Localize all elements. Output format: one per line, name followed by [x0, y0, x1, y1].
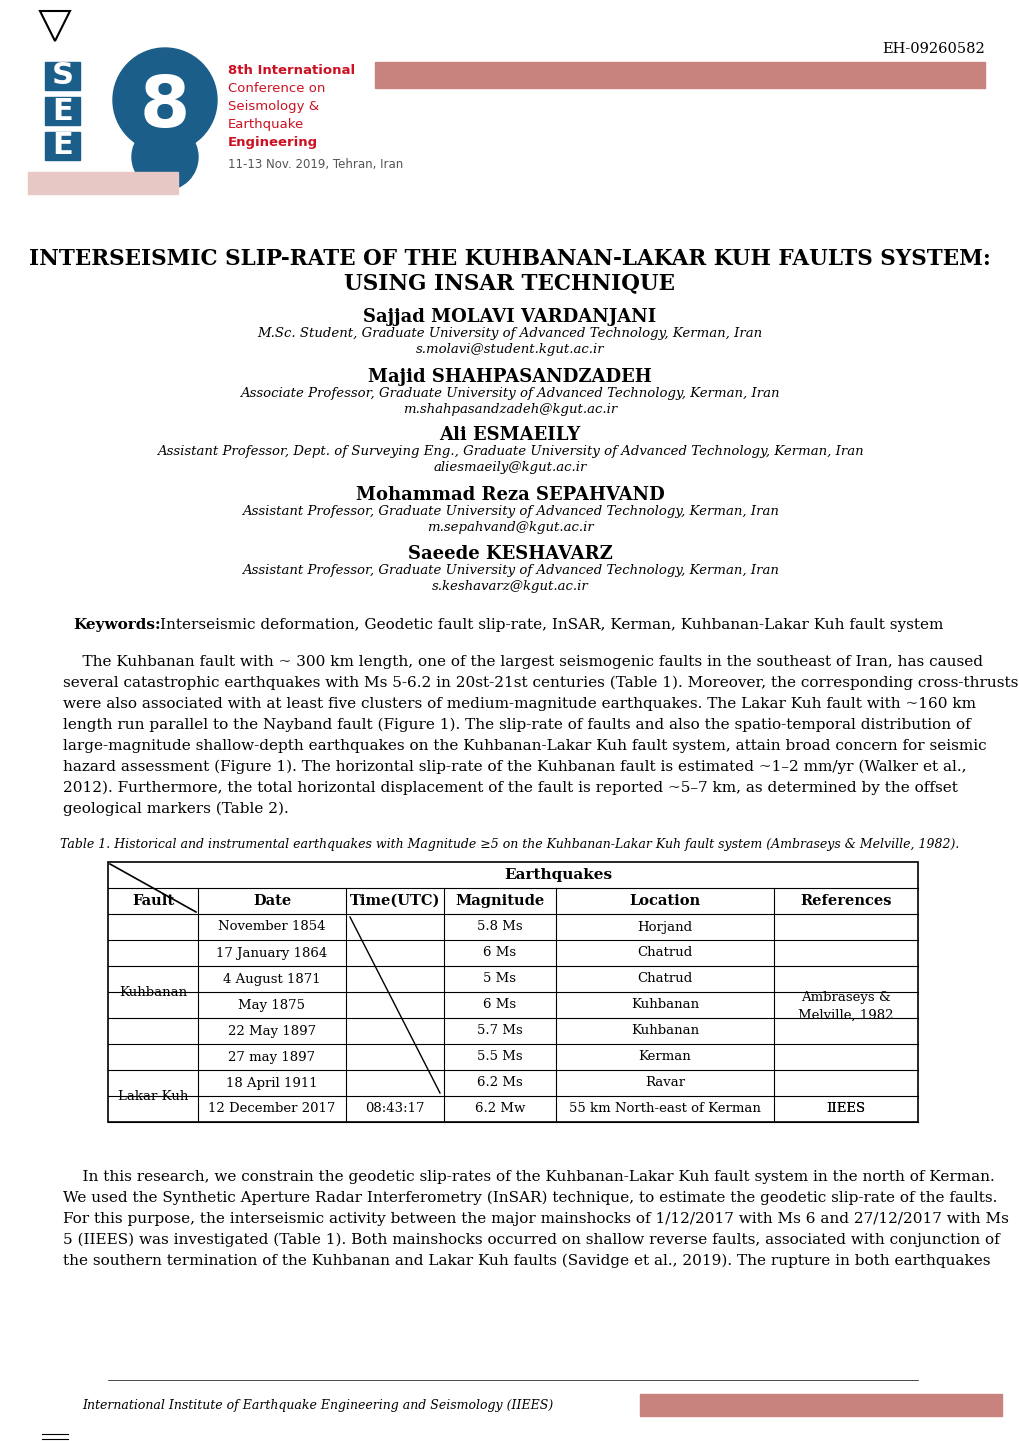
- Text: Keywords:: Keywords:: [73, 618, 160, 633]
- Text: INTERSEISMIC SLIP-RATE OF THE KUHBANAN-LAKAR KUH FAULTS SYSTEM:: INTERSEISMIC SLIP-RATE OF THE KUHBANAN-L…: [29, 248, 990, 269]
- Text: Kerman: Kerman: [638, 1050, 691, 1063]
- Text: Time(UTC): Time(UTC): [350, 893, 440, 908]
- Text: 27 may 1897: 27 may 1897: [228, 1050, 315, 1063]
- Text: 11-13 Nov. 2019, Tehran, Iran: 11-13 Nov. 2019, Tehran, Iran: [228, 159, 403, 171]
- Text: Associate Professor, Graduate University of Advanced Technology, Kerman, Iran: Associate Professor, Graduate University…: [240, 388, 779, 401]
- Bar: [45, 62, 79, 89]
- Text: 22 May 1897: 22 May 1897: [227, 1025, 316, 1038]
- Text: Mohammad Reza SEPAHVAND: Mohammad Reza SEPAHVAND: [356, 486, 663, 504]
- Text: IIEES: IIEES: [825, 1102, 865, 1115]
- Text: Kuhbanan: Kuhbanan: [119, 986, 186, 999]
- Text: Interseismic deformation, Geodetic fault slip-rate, InSAR, Kerman, Kuhbanan-Laka: Interseismic deformation, Geodetic fault…: [160, 618, 943, 633]
- Text: 2012). Furthermore, the total horizontal displacement of the fault is reported ~: 2012). Furthermore, the total horizontal…: [63, 781, 957, 795]
- Text: 5.7 Ms: 5.7 Ms: [477, 1025, 523, 1038]
- Text: Seismology &: Seismology &: [228, 99, 319, 112]
- Text: May 1875: May 1875: [238, 999, 306, 1012]
- Text: 6 Ms: 6 Ms: [483, 947, 516, 960]
- Text: Ambraseys &: Ambraseys &: [800, 991, 890, 1004]
- Text: Ali ESMAEILY: Ali ESMAEILY: [439, 427, 580, 444]
- Text: Fault: Fault: [131, 893, 174, 908]
- Text: m.sepahvand@kgut.ac.ir: m.sepahvand@kgut.ac.ir: [426, 522, 593, 535]
- Bar: [108, 862, 917, 1123]
- Text: Horjand: Horjand: [637, 921, 692, 934]
- Text: 55 km North-east of Kerman: 55 km North-east of Kerman: [569, 1102, 760, 1115]
- Text: 5 Ms: 5 Ms: [483, 973, 516, 986]
- Text: S: S: [52, 62, 74, 91]
- Text: November 1854: November 1854: [218, 921, 325, 934]
- Text: Assistant Professor, Graduate University of Advanced Technology, Kerman, Iran: Assistant Professor, Graduate University…: [242, 504, 777, 517]
- Text: The Kuhbanan fault with ~ 300 km length, one of the largest seismogenic faults i: The Kuhbanan fault with ~ 300 km length,…: [63, 656, 982, 669]
- Text: large-magnitude shallow-depth earthquakes on the Kuhbanan-Lakar Kuh fault system: large-magnitude shallow-depth earthquake…: [63, 739, 985, 754]
- Text: Sajjad MOLAVI VARDANJANI: Sajjad MOLAVI VARDANJANI: [363, 308, 656, 326]
- Text: 6.2 Ms: 6.2 Ms: [477, 1076, 523, 1089]
- Text: 5 (IIEES) was investigated (Table 1). Both mainshocks occurred on shallow revers: 5 (IIEES) was investigated (Table 1). Bo…: [63, 1233, 999, 1248]
- Bar: [375, 62, 984, 88]
- Text: 5.5 Ms: 5.5 Ms: [477, 1050, 523, 1063]
- Text: Date: Date: [253, 893, 290, 908]
- Bar: [45, 97, 79, 125]
- Text: USING INSAR TECHNIQUE: USING INSAR TECHNIQUE: [344, 272, 675, 294]
- Text: Ravar: Ravar: [644, 1076, 685, 1089]
- Text: 5.8 Ms: 5.8 Ms: [477, 921, 523, 934]
- Text: Conference on: Conference on: [228, 82, 325, 95]
- Text: 08:43:17: 08:43:17: [365, 1102, 424, 1115]
- Text: 6.2 Mw: 6.2 Mw: [475, 1102, 525, 1115]
- Text: Magnitude: Magnitude: [454, 893, 544, 908]
- Text: 6 Ms: 6 Ms: [483, 999, 516, 1012]
- Text: IIEES: IIEES: [825, 1102, 865, 1115]
- Text: E: E: [53, 131, 73, 160]
- Text: m.shahpasandzadeh@kgut.ac.ir: m.shahpasandzadeh@kgut.ac.ir: [403, 403, 616, 416]
- Text: 17 January 1864: 17 January 1864: [216, 947, 327, 960]
- Text: aliesmaeily@kgut.ac.ir: aliesmaeily@kgut.ac.ir: [433, 461, 586, 474]
- Text: Majid SHAHPASANDZADEH: Majid SHAHPASANDZADEH: [368, 367, 651, 386]
- Text: Chatrud: Chatrud: [637, 947, 692, 960]
- Text: Assistant Professor, Dept. of Surveying Eng., Graduate University of Advanced Te: Assistant Professor, Dept. of Surveying …: [157, 445, 862, 458]
- Text: 12 December 2017: 12 December 2017: [208, 1102, 335, 1115]
- Text: Kuhbanan: Kuhbanan: [631, 999, 698, 1012]
- Text: Saeede KESHAVARZ: Saeede KESHAVARZ: [408, 545, 611, 563]
- Text: M.Sc. Student, Graduate University of Advanced Technology, Kerman, Iran: M.Sc. Student, Graduate University of Ad…: [257, 327, 762, 340]
- Text: Earthquakes: Earthquakes: [503, 867, 611, 882]
- Text: Melville, 1982: Melville, 1982: [798, 1009, 893, 1022]
- Text: were also associated with at least five clusters of medium-magnitude earthquakes: were also associated with at least five …: [63, 697, 975, 710]
- Text: the southern termination of the Kuhbanan and Lakar Kuh faults (Savidge et al., 2: the southern termination of the Kuhbanan…: [63, 1254, 989, 1268]
- Text: For this purpose, the interseismic activity between the major mainshocks of 1/12: For this purpose, the interseismic activ…: [63, 1212, 1008, 1226]
- Text: Earthquake: Earthquake: [228, 118, 304, 131]
- Text: 4 August 1871: 4 August 1871: [223, 973, 321, 986]
- Text: Table 1. Historical and instrumental earthquakes with Magnitude ≥5 on the Kuhban: Table 1. Historical and instrumental ear…: [60, 839, 959, 852]
- Text: 18 April 1911: 18 April 1911: [226, 1076, 318, 1089]
- Text: International Institute of Earthquake Engineering and Seismology (IIEES): International Institute of Earthquake En…: [82, 1399, 552, 1412]
- Text: Location: Location: [629, 893, 700, 908]
- Text: Engineering: Engineering: [228, 135, 318, 148]
- Text: length run parallel to the Nayband fault (Figure 1). The slip-rate of faults and: length run parallel to the Nayband fault…: [63, 718, 970, 732]
- Text: Chatrud: Chatrud: [637, 973, 692, 986]
- Text: Kuhbanan: Kuhbanan: [631, 1025, 698, 1038]
- Bar: [639, 1393, 1001, 1417]
- Text: s.keshavarz@kgut.ac.ir: s.keshavarz@kgut.ac.ir: [431, 579, 588, 594]
- Text: 8th International: 8th International: [228, 63, 355, 76]
- Text: E: E: [53, 97, 73, 125]
- Text: Lakar Kuh: Lakar Kuh: [118, 1089, 187, 1102]
- Text: several catastrophic earthquakes with Ms 5-6.2 in 20st-21st centuries (Table 1).: several catastrophic earthquakes with Ms…: [63, 676, 1017, 690]
- Text: geological markers (Table 2).: geological markers (Table 2).: [63, 803, 288, 817]
- Circle shape: [131, 124, 198, 190]
- Text: References: References: [800, 893, 891, 908]
- Bar: [45, 133, 79, 160]
- Text: Assistant Professor, Graduate University of Advanced Technology, Kerman, Iran: Assistant Professor, Graduate University…: [242, 563, 777, 576]
- Text: We used the Synthetic Aperture Radar Interferometry (InSAR) technique, to estima: We used the Synthetic Aperture Radar Int…: [63, 1192, 997, 1205]
- Text: In this research, we constrain the geodetic slip-rates of the Kuhbanan-Lakar Kuh: In this research, we constrain the geode…: [63, 1170, 994, 1185]
- Bar: [28, 171, 178, 195]
- Text: 8: 8: [140, 72, 190, 141]
- Text: EH-09260582: EH-09260582: [881, 42, 984, 56]
- Text: hazard assessment (Figure 1). The horizontal slip-rate of the Kuhbanan fault is : hazard assessment (Figure 1). The horizo…: [63, 759, 966, 774]
- Circle shape: [113, 48, 217, 151]
- Text: s.molavi@student.kgut.ac.ir: s.molavi@student.kgut.ac.ir: [416, 343, 603, 356]
